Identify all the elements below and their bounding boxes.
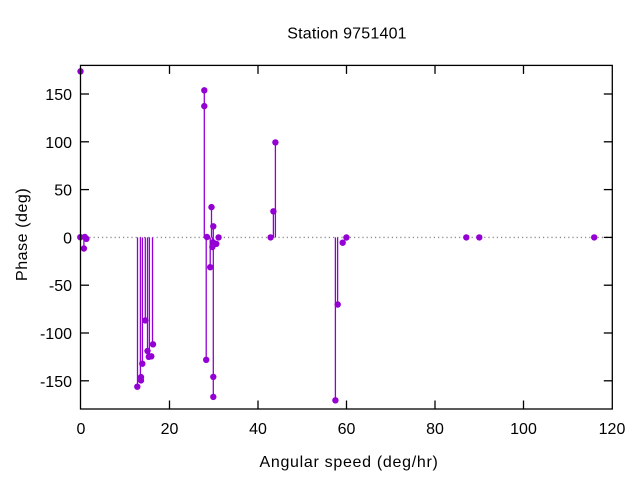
svg-text:120: 120	[599, 421, 626, 438]
svg-text:80: 80	[426, 421, 444, 438]
svg-text:Station 9751401: Station 9751401	[287, 26, 407, 43]
svg-text:0: 0	[77, 421, 86, 438]
svg-text:20: 20	[161, 421, 179, 438]
svg-text:150: 150	[45, 87, 72, 104]
svg-text:40: 40	[249, 421, 267, 438]
svg-text:100: 100	[510, 421, 537, 438]
svg-text:100: 100	[45, 135, 72, 152]
svg-text:-100: -100	[40, 326, 72, 343]
svg-text:60: 60	[338, 421, 356, 438]
svg-text:Angular speed (deg/hr): Angular speed (deg/hr)	[259, 454, 438, 471]
svg-text:-150: -150	[40, 374, 72, 391]
svg-text:-50: -50	[49, 278, 72, 295]
svg-text:Phase (deg): Phase (deg)	[14, 188, 31, 281]
svg-text:50: 50	[54, 183, 72, 200]
svg-text:0: 0	[63, 230, 72, 247]
